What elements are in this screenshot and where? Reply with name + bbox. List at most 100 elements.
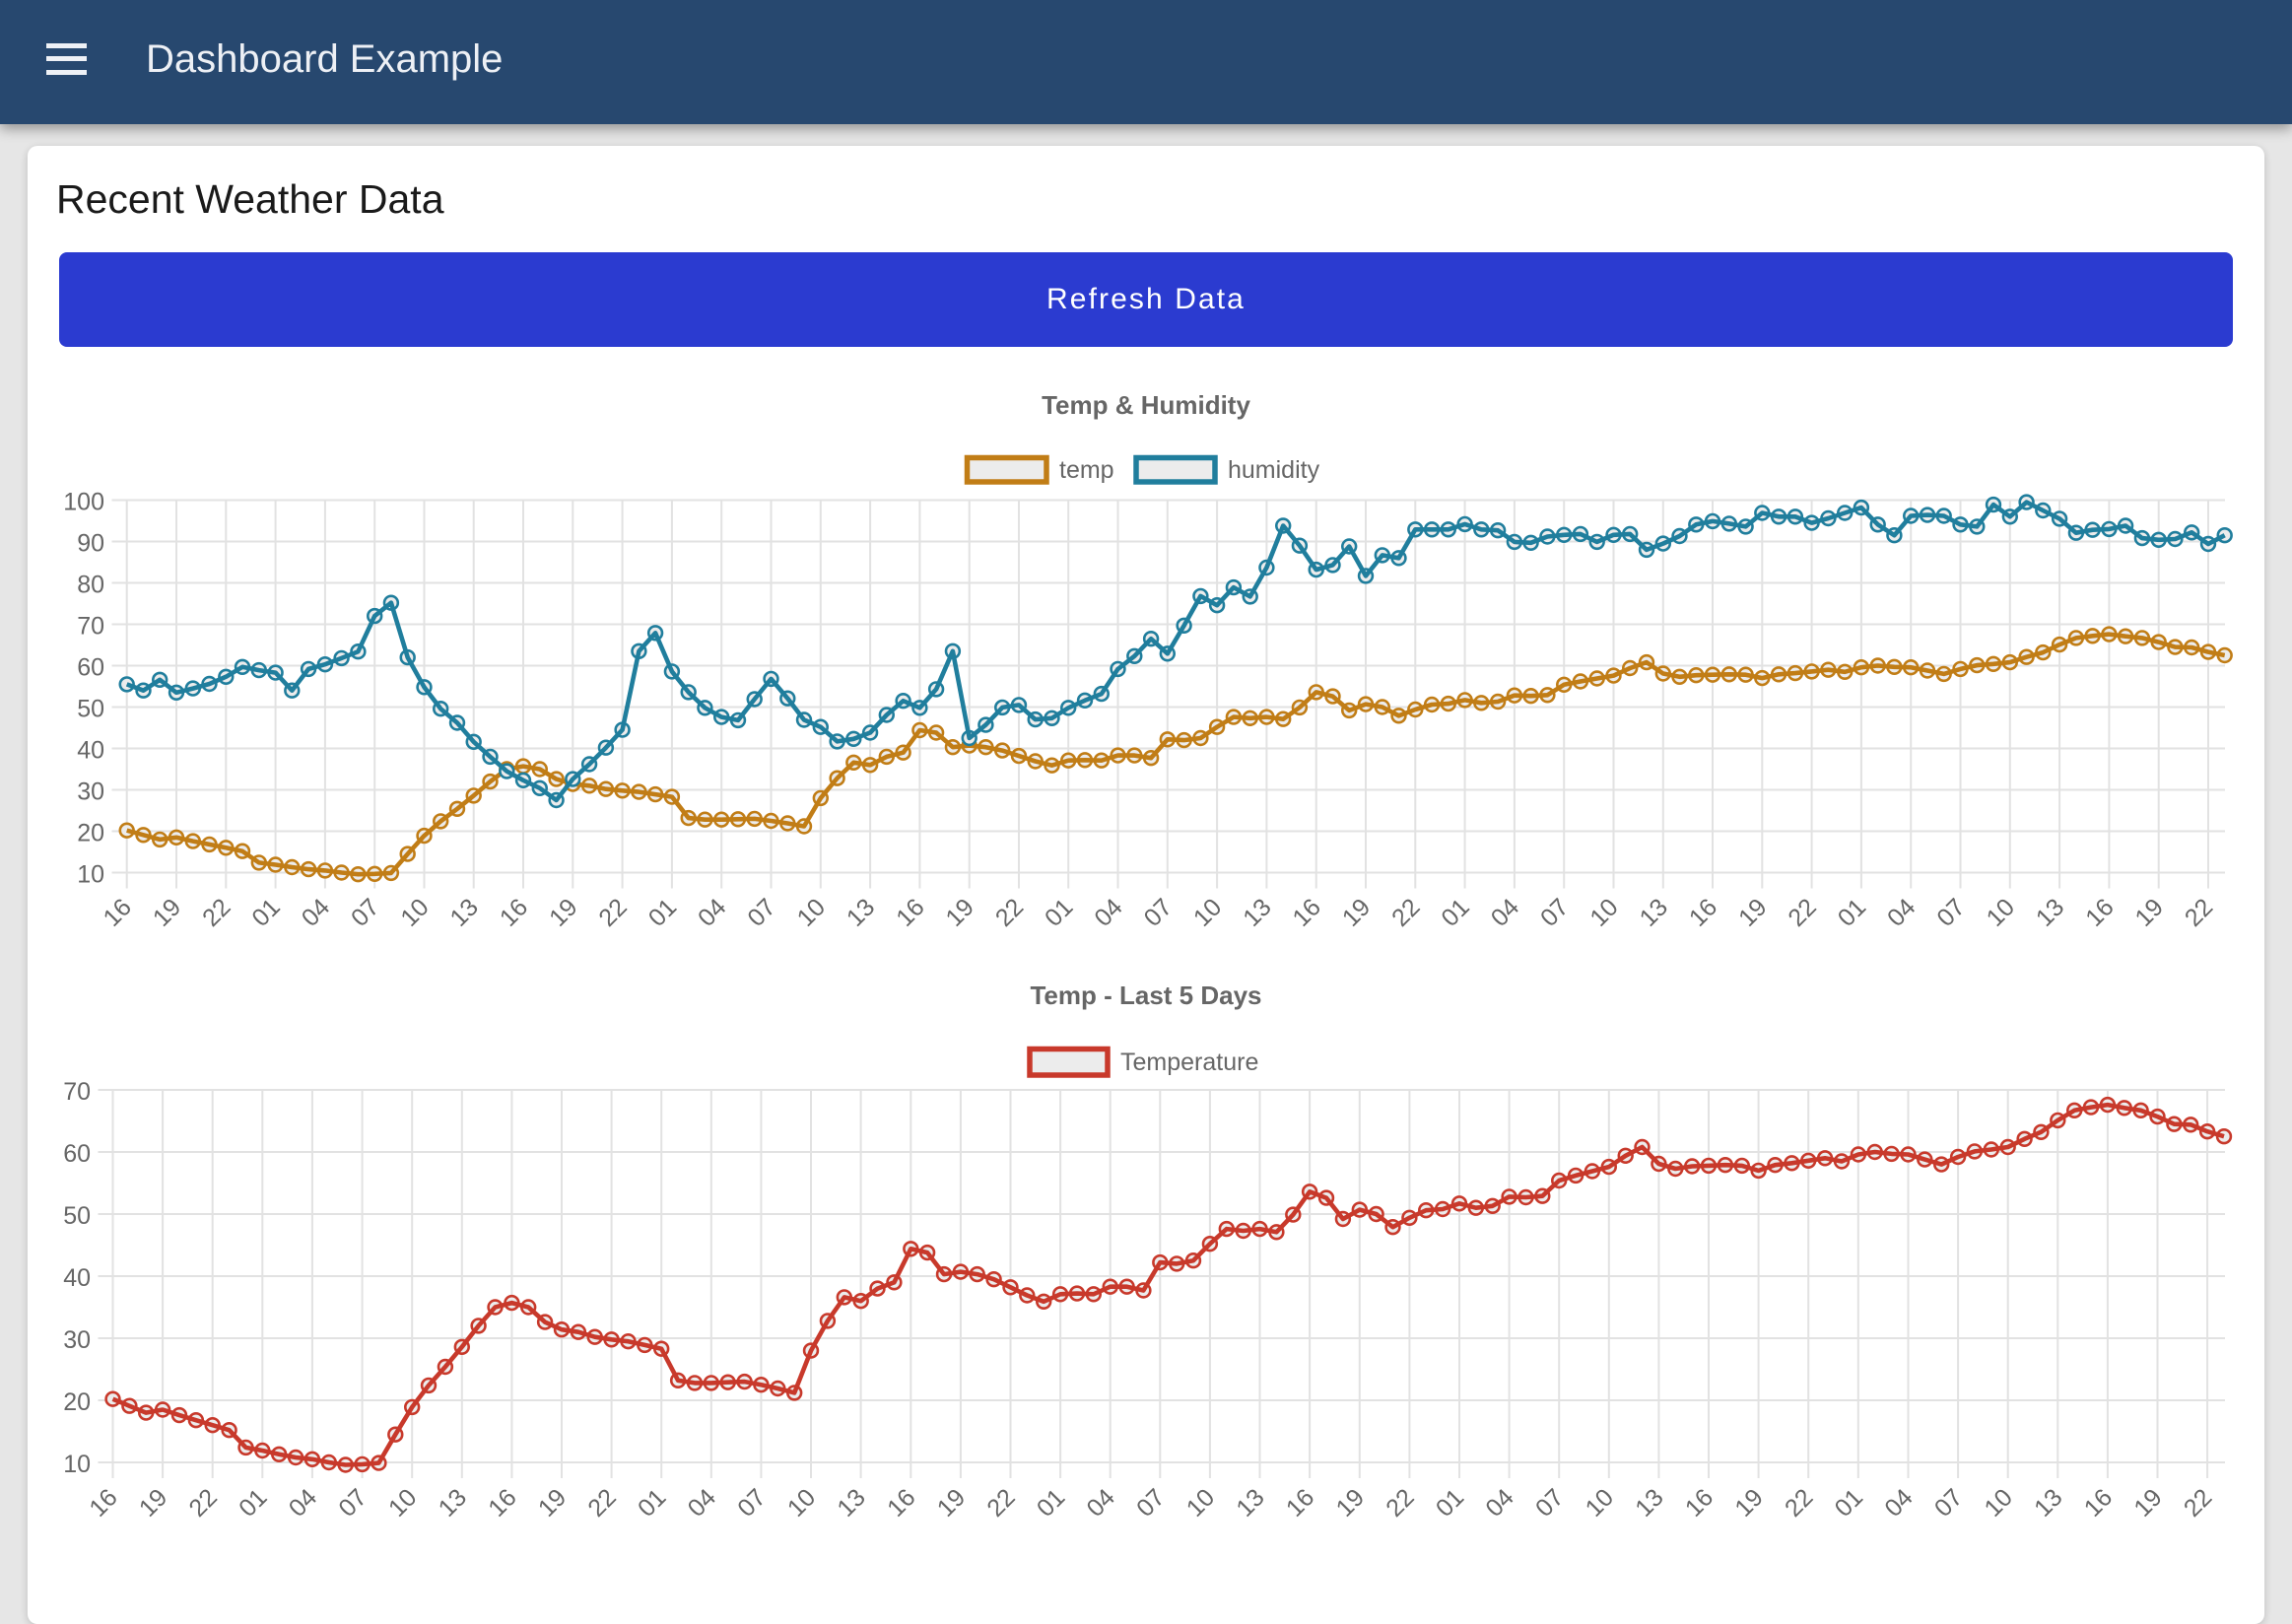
svg-text:16: 16 [1684,893,1722,931]
svg-text:04: 04 [284,1483,323,1522]
svg-text:100: 100 [63,489,104,516]
svg-text:13: 13 [842,893,880,931]
svg-text:04: 04 [1882,893,1921,932]
svg-text:16: 16 [2080,893,2119,931]
svg-text:04: 04 [1480,1483,1519,1522]
svg-text:22: 22 [2180,893,2218,931]
svg-text:19: 19 [1331,1483,1370,1522]
svg-text:01: 01 [234,1483,272,1522]
svg-text:22: 22 [1780,1483,1818,1522]
svg-text:01: 01 [643,893,682,931]
svg-text:22: 22 [197,893,236,931]
svg-text:13: 13 [1630,1483,1668,1522]
svg-text:humidity: humidity [1228,456,1320,484]
svg-text:07: 07 [1535,893,1574,931]
svg-text:07: 07 [1139,893,1178,931]
svg-text:70: 70 [63,1078,91,1106]
svg-text:10: 10 [77,861,104,889]
svg-text:07: 07 [742,893,780,931]
svg-text:01: 01 [1431,1483,1469,1522]
svg-text:13: 13 [1635,893,1673,931]
svg-text:04: 04 [1089,893,1128,932]
svg-text:19: 19 [932,1483,971,1522]
svg-text:10: 10 [792,893,831,931]
svg-text:90: 90 [77,530,104,558]
svg-text:13: 13 [1231,1483,1269,1522]
svg-text:07: 07 [333,1483,371,1522]
svg-text:13: 13 [444,893,483,931]
svg-text:30: 30 [63,1326,91,1354]
svg-text:16: 16 [98,893,136,931]
svg-text:16: 16 [495,893,533,931]
svg-text:04: 04 [683,1483,722,1522]
svg-text:22: 22 [1386,893,1425,931]
svg-text:50: 50 [63,1202,91,1230]
svg-text:04: 04 [1486,893,1525,932]
svg-text:16: 16 [1287,893,1325,931]
svg-text:10: 10 [1982,893,2020,931]
svg-text:20: 20 [77,820,104,847]
svg-text:16: 16 [882,1483,920,1522]
svg-text:60: 60 [77,654,104,682]
svg-text:16: 16 [1281,1483,1319,1522]
svg-text:04: 04 [693,893,732,932]
svg-text:07: 07 [732,1483,771,1522]
svg-text:10: 10 [1979,1483,2017,1522]
svg-text:19: 19 [544,893,582,931]
svg-text:19: 19 [1337,893,1376,931]
svg-text:22: 22 [981,1483,1020,1522]
svg-text:10: 10 [1581,1483,1619,1522]
svg-text:16: 16 [1680,1483,1719,1522]
svg-text:16: 16 [483,1483,521,1522]
svg-text:04: 04 [297,893,336,932]
svg-text:80: 80 [77,572,104,599]
svg-text:07: 07 [1929,1483,1968,1522]
svg-text:01: 01 [633,1483,671,1522]
svg-text:10: 10 [383,1483,422,1522]
svg-text:19: 19 [2129,893,2168,931]
svg-text:13: 13 [2029,1483,2067,1522]
svg-text:16: 16 [84,1483,122,1522]
svg-text:01: 01 [246,893,285,931]
svg-text:19: 19 [1733,893,1772,931]
svg-text:07: 07 [346,893,384,931]
svg-text:10: 10 [63,1451,91,1478]
svg-text:10: 10 [395,893,434,931]
svg-text:01: 01 [1040,893,1078,931]
svg-text:19: 19 [940,893,978,931]
svg-text:22: 22 [1381,1483,1419,1522]
svg-text:22: 22 [1783,893,1821,931]
svg-text:Temp & Humidity: Temp & Humidity [1042,390,1250,420]
svg-text:10: 10 [1181,1483,1220,1522]
svg-text:13: 13 [832,1483,870,1522]
svg-text:16: 16 [891,893,929,931]
svg-text:07: 07 [1131,1483,1170,1522]
svg-text:04: 04 [1879,1483,1919,1522]
svg-text:04: 04 [1081,1483,1120,1522]
svg-text:19: 19 [2128,1483,2167,1522]
svg-text:temp: temp [1059,456,1114,484]
svg-text:07: 07 [1931,893,1970,931]
svg-text:19: 19 [533,1483,572,1522]
svg-text:13: 13 [2031,893,2069,931]
svg-text:22: 22 [990,893,1029,931]
svg-text:40: 40 [77,737,104,765]
svg-text:01: 01 [1830,1483,1868,1522]
svg-text:70: 70 [77,613,104,641]
svg-text:01: 01 [1436,893,1474,931]
svg-text:10: 10 [1188,893,1227,931]
svg-text:19: 19 [134,1483,172,1522]
svg-text:Temp - Last 5 Days: Temp - Last 5 Days [1030,981,1261,1010]
svg-text:22: 22 [582,1483,621,1522]
svg-text:30: 30 [77,778,104,806]
svg-text:07: 07 [1530,1483,1569,1522]
svg-text:Temperature: Temperature [1120,1049,1258,1076]
svg-text:50: 50 [77,696,104,723]
svg-text:01: 01 [1032,1483,1070,1522]
svg-text:22: 22 [183,1483,222,1522]
svg-text:10: 10 [1584,893,1623,931]
svg-text:10: 10 [782,1483,821,1522]
svg-text:13: 13 [1238,893,1276,931]
svg-text:13: 13 [434,1483,472,1522]
svg-text:40: 40 [63,1264,91,1292]
